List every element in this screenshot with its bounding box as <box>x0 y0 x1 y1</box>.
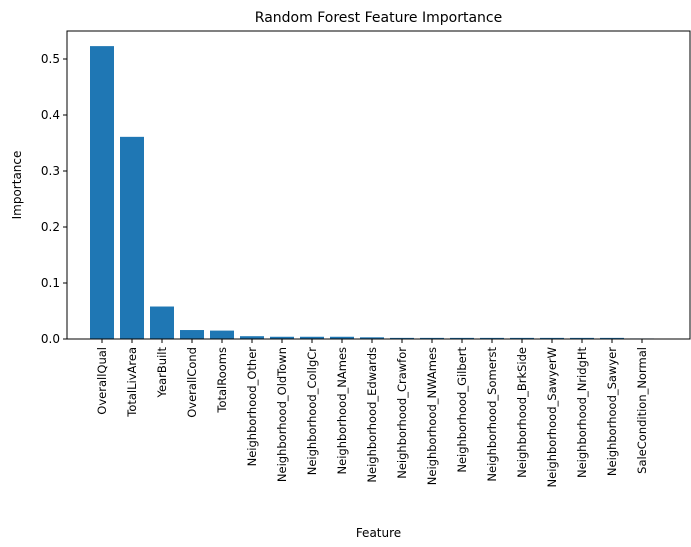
x-tick-label: YearBuilt <box>155 347 169 399</box>
y-tick-label: 0.5 <box>41 52 60 66</box>
x-tick-label: Neighborhood_BrkSide <box>515 347 529 478</box>
x-tick-label: OverallQual <box>95 347 109 415</box>
bar-Neighborhood_NridgHt <box>570 337 594 339</box>
bar-Neighborhood_Crawfor <box>390 337 414 339</box>
bar-Neighborhood_Gilbert <box>450 337 474 339</box>
plot-area-frame <box>66 30 691 340</box>
x-tick-label: Neighborhood_Somerst <box>485 347 499 482</box>
x-axis: OverallQual TotalLivArea YearBuilt OverallC… <box>95 339 649 487</box>
x-tick-label: Neighborhood_NWAmes <box>425 347 439 485</box>
y-tick-label: 0.2 <box>41 220 60 234</box>
bar-OverallQual <box>90 46 114 340</box>
bars-group <box>90 46 654 340</box>
bar-TotalLivArea <box>120 136 144 339</box>
x-tick-label: Neighborhood_CollgCr <box>305 347 319 476</box>
y-tick-label: 0.3 <box>41 164 60 178</box>
y-axis-label: Importance <box>10 151 24 220</box>
bar-Neighborhood_CollgCr <box>300 336 324 339</box>
y-tick-label: 0.0 <box>41 332 60 346</box>
bar-Neighborhood_Somerst <box>480 337 504 339</box>
x-tick-label: Neighborhood_Other <box>245 347 259 467</box>
bar-OverallCond <box>180 330 204 339</box>
bar-YearBuilt <box>150 306 174 339</box>
y-axis: 0.0 0.1 0.2 0.3 0.4 0.5 <box>41 52 67 346</box>
y-tick-label: 0.1 <box>41 276 60 290</box>
bar-Neighborhood_Sawyer <box>600 337 624 339</box>
bar-Neighborhood_Other <box>240 336 264 339</box>
x-tick-label: Neighborhood_OldTown <box>275 347 289 482</box>
x-tick-label: Neighborhood_NridgHt <box>575 347 589 479</box>
x-tick-label: Neighborhood_Edwards <box>365 347 379 483</box>
y-tick-label: 0.4 <box>41 108 60 122</box>
bar-Neighborhood_NAmes <box>330 336 354 339</box>
x-axis-label: Feature <box>356 526 401 540</box>
x-tick-label: Neighborhood_Crawfor <box>395 347 409 479</box>
bar-Neighborhood_NWAmes <box>420 337 444 339</box>
x-tick-label: Neighborhood_NAmes <box>335 347 349 474</box>
x-tick-label: Neighborhood_Gilbert <box>455 347 469 473</box>
chart-title: Random Forest Feature Importance <box>255 10 502 26</box>
x-tick-label: OverallCond <box>185 347 199 418</box>
x-tick-label: TotalRooms <box>215 347 229 414</box>
bar-Neighborhood_BrkSide <box>510 337 534 339</box>
x-tick-label: SaleCondition_Normal <box>635 347 649 474</box>
bar-Neighborhood_Edwards <box>360 337 384 339</box>
x-tick-label: Neighborhood_SawyerW <box>545 347 559 487</box>
x-tick-label: TotalLivArea <box>125 347 139 418</box>
x-tick-label: Neighborhood_Sawyer <box>605 347 619 476</box>
bar-TotalRooms <box>210 330 234 339</box>
bar-Neighborhood_OldTown <box>270 336 294 339</box>
bar-Neighborhood_SawyerW <box>540 337 564 339</box>
